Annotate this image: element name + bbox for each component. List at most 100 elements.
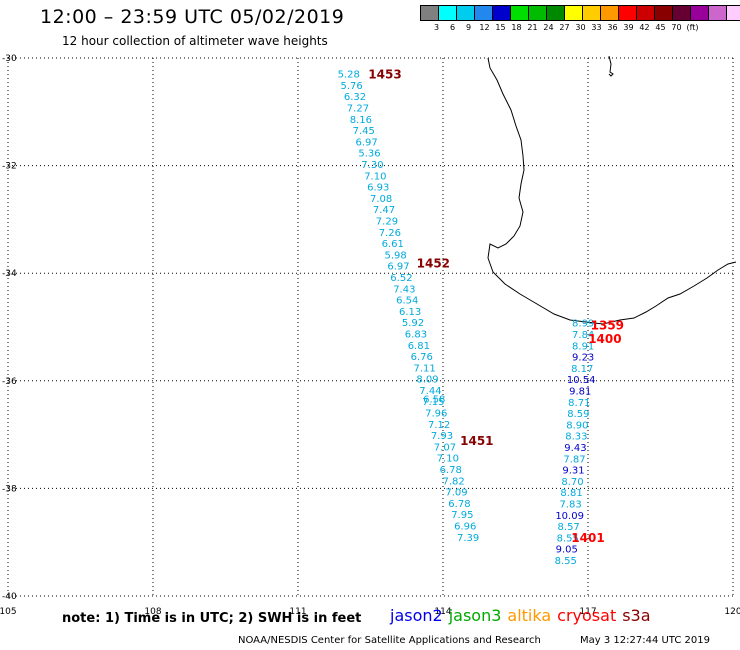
swh-value-cryosat: 7.84 xyxy=(572,330,594,341)
credit-line: NOAA/NESDIS Center for Satellite Applica… xyxy=(238,635,541,646)
color-scale-label: 15 xyxy=(495,23,506,32)
swh-value-cryosat: 9.23 xyxy=(572,353,594,364)
swh-value-s3a: 7.26 xyxy=(379,228,401,239)
swh-value-s3a: 5.28 xyxy=(338,70,360,81)
swh-value-cryosat: 8.81 xyxy=(560,488,582,499)
swh-value-s3a: 7.39 xyxy=(457,533,479,544)
units-note: note: 1) Time is in UTC; 2) SWH is in fe… xyxy=(62,611,362,626)
swh-value-s3a: 7.07 xyxy=(434,442,456,453)
swh-points: 5.285.766.327.278.167.456.975.367.307.10… xyxy=(338,70,596,567)
swh-value-s3a: 6.78 xyxy=(448,499,470,510)
legend-entry-s3a: s3a xyxy=(622,606,651,625)
legend-entry-cryosat: cryosat xyxy=(557,606,617,625)
swh-value-s3a: 7.43 xyxy=(393,284,415,295)
x-tick-label: 114 xyxy=(434,607,451,617)
swh-value-s3a: 7.10 xyxy=(437,454,459,465)
swh-value-s3a: 7.47 xyxy=(373,205,395,216)
swh-value-s3a: 7.29 xyxy=(376,216,398,227)
color-scale-label: 12 xyxy=(479,23,490,32)
chart-title: 12:00 – 23:59 UTC 05/02/2019 xyxy=(40,6,345,28)
pass-time-label: 1359 xyxy=(591,318,624,332)
swh-value-s3a: 5.36 xyxy=(358,149,380,160)
y-tick-label: -38 xyxy=(2,484,17,494)
swh-value-s3a: 6.96 xyxy=(454,522,476,533)
color-scale-boxes xyxy=(420,5,740,21)
color-scale-label: 45 xyxy=(655,23,666,32)
color-scale-label: 3 xyxy=(433,23,440,32)
coastline-island xyxy=(608,55,614,77)
swh-value-s3a: 5.92 xyxy=(402,318,424,329)
swh-value-cryosat: 8.57 xyxy=(558,522,580,533)
swh-value-s3a: 6.93 xyxy=(367,183,389,194)
swh-value-s3a: 7.30 xyxy=(361,160,383,171)
swh-value-s3a: 6.81 xyxy=(408,341,430,352)
swh-value-cryosat: 10.54 xyxy=(567,375,596,386)
swh-value-s3a: 6.54 xyxy=(396,296,418,307)
color-scale-label: 36 xyxy=(607,23,618,32)
swh-value-s3a: 7.12 xyxy=(428,420,450,431)
swh-value-cryosat: 8.55 xyxy=(557,533,579,544)
swh-value-cryosat: 8.90 xyxy=(566,420,588,431)
swh-value-s3a: 6.97 xyxy=(387,262,409,273)
pass-time-label: 1401 xyxy=(571,531,604,545)
swh-value-s3a: 6.32 xyxy=(344,92,366,103)
y-tick-label: -32 xyxy=(2,162,17,172)
pass-time-label: 1453 xyxy=(368,68,401,82)
color-scale-label: 9 xyxy=(465,23,472,32)
y-tick-label: -30 xyxy=(2,54,17,64)
swh-value-s3a: 5.98 xyxy=(385,250,407,261)
color-scale-label: 18 xyxy=(511,23,522,32)
swh-value-cryosat: 7.87 xyxy=(563,454,585,465)
x-tick-label: 117 xyxy=(579,607,596,617)
swh-value-s3a: 7.45 xyxy=(353,126,375,137)
color-scale-label: 33 xyxy=(591,23,602,32)
swh-value-s3a: 7.09 xyxy=(445,488,467,499)
color-scale: 3 6 9 12 15 18 21 24 27 30 33 36 39 42 45 70 (ft) xyxy=(420,5,740,35)
swh-value-cryosat: 7.83 xyxy=(559,499,581,510)
color-swatch xyxy=(726,5,740,21)
grid-lines xyxy=(7,57,734,597)
swh-value-s3a: 7.93 xyxy=(431,431,453,442)
swh-value-cryosat: 9.31 xyxy=(562,466,584,477)
swh-value-s3a: 6.97 xyxy=(356,137,378,148)
swh-value-s3a: 7.95 xyxy=(451,510,473,521)
swh-value-s3a: 7.15 xyxy=(422,397,444,408)
swh-value-s3a: 6.78 xyxy=(440,465,462,476)
swh-value-s3a: 7.10 xyxy=(364,171,386,182)
swh-value-s3a: 7.08 xyxy=(370,194,392,205)
legend-entry-altika: altika xyxy=(507,606,552,625)
swh-value-s3a: 6.13 xyxy=(399,307,421,318)
pass-time-label: 1451 xyxy=(460,434,493,448)
x-tick-label: 108 xyxy=(144,607,161,617)
swh-value-cryosat: 9.81 xyxy=(569,386,591,397)
x-tick-label: 105 xyxy=(0,607,17,617)
legend-entry-jason2: jason2 xyxy=(390,606,443,625)
chart-subtitle: 12 hour collection of altimeter wave hei… xyxy=(62,34,328,48)
color-scale-label: 27 xyxy=(559,23,570,32)
swh-value-cryosat: 8.99 xyxy=(572,319,594,330)
color-scale-labels: 3 6 9 12 15 18 21 24 27 30 33 36 39 42 45 70 (ft) xyxy=(420,21,740,35)
swh-value-s3a: 7.96 xyxy=(425,409,447,420)
swh-value-s3a: 6.61 xyxy=(382,239,404,250)
swh-value-cryosat: 8.91 xyxy=(572,341,594,352)
swh-value-cryosat: 8.33 xyxy=(565,432,587,443)
color-scale-label: 70 xyxy=(671,23,682,32)
swh-value-s3a: 8.09 xyxy=(416,375,438,386)
legend-entry-jason3: jason3 xyxy=(448,606,502,625)
pass-time-label: 1400 xyxy=(588,332,621,346)
swh-value-cryosat: 8.59 xyxy=(567,409,589,420)
swh-value-s3a: 6.83 xyxy=(405,329,427,340)
swh-value-s3a: 7.11 xyxy=(414,363,436,374)
color-scale-label: 21 xyxy=(527,23,538,32)
color-scale-label: 24 xyxy=(543,23,554,32)
y-tick-label: -34 xyxy=(2,269,17,279)
swh-value-s3a: 7.27 xyxy=(347,103,369,114)
coastline xyxy=(487,55,737,325)
swh-value-s3a: 6.52 xyxy=(390,273,412,284)
swh-value-s3a: 7.82 xyxy=(443,476,465,487)
color-scale-label: 39 xyxy=(623,23,634,32)
color-scale-label: 30 xyxy=(575,23,586,32)
color-scale-label: (ft) xyxy=(686,23,699,32)
